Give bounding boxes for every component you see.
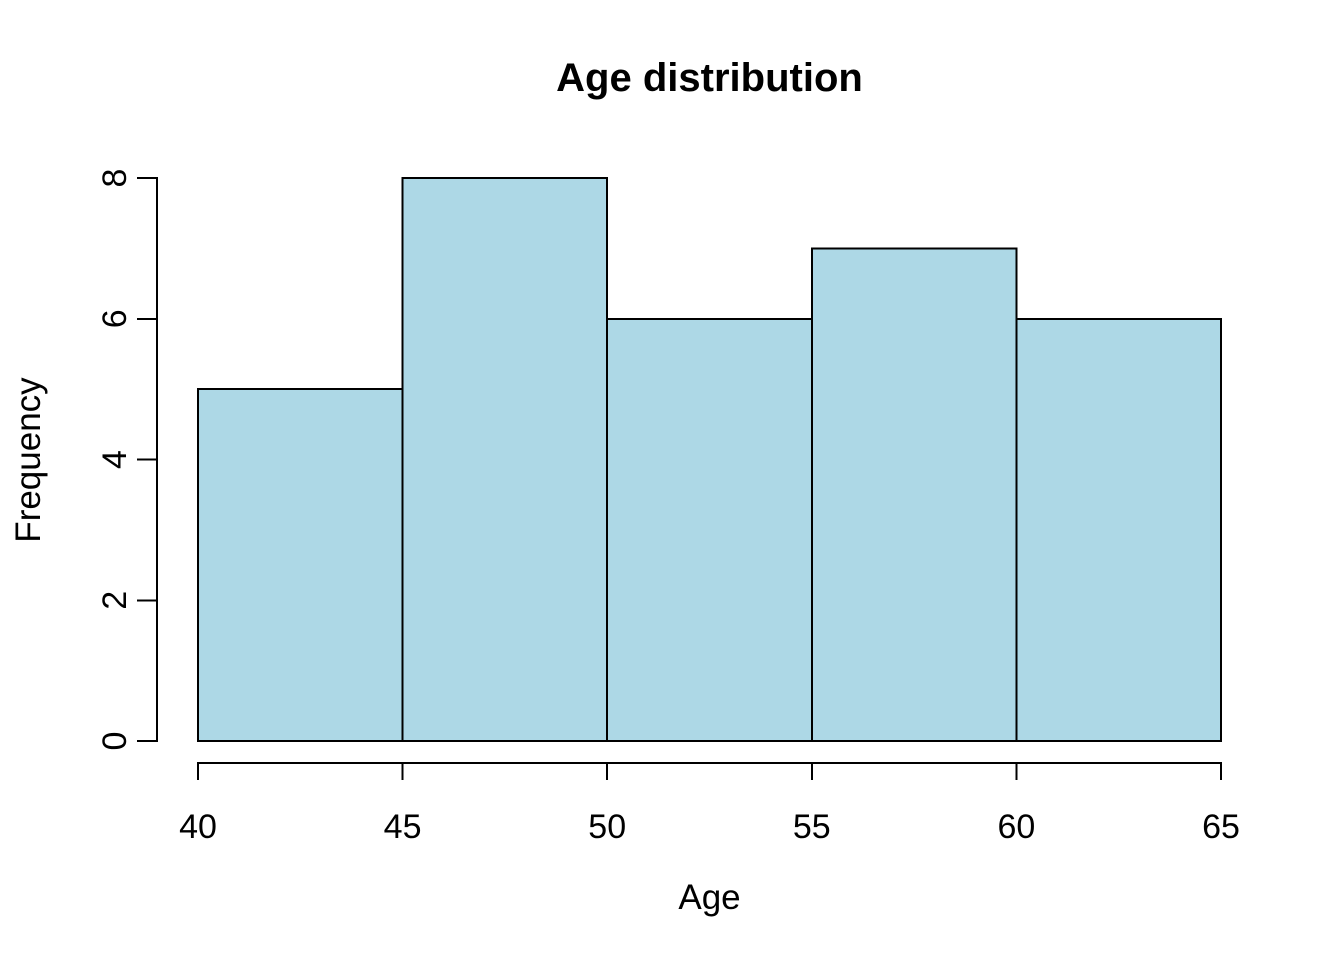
y-tick-label: 4 bbox=[96, 450, 134, 469]
y-tick-label: 8 bbox=[96, 169, 134, 188]
x-tick-label: 45 bbox=[384, 808, 422, 846]
histogram-bar bbox=[606, 317, 813, 742]
y-tick-label: 6 bbox=[96, 309, 134, 328]
x-tick-label: 40 bbox=[179, 808, 217, 846]
x-tick-label: 65 bbox=[1202, 808, 1240, 846]
x-tick-label: 60 bbox=[997, 808, 1035, 846]
histogram-bar bbox=[401, 177, 609, 742]
x-tick-label: 50 bbox=[588, 808, 626, 846]
x-tick-label: 55 bbox=[793, 808, 831, 846]
y-tick-label: 2 bbox=[96, 591, 134, 610]
chart-title: Age distribution bbox=[556, 56, 863, 100]
histogram-bar bbox=[1015, 317, 1223, 742]
histogram-bar bbox=[810, 247, 1018, 742]
x-axis-title: Age bbox=[678, 878, 741, 917]
y-tick-label: 0 bbox=[96, 732, 134, 751]
y-axis-title: Frequency bbox=[9, 377, 48, 543]
histogram-bar bbox=[197, 388, 404, 742]
